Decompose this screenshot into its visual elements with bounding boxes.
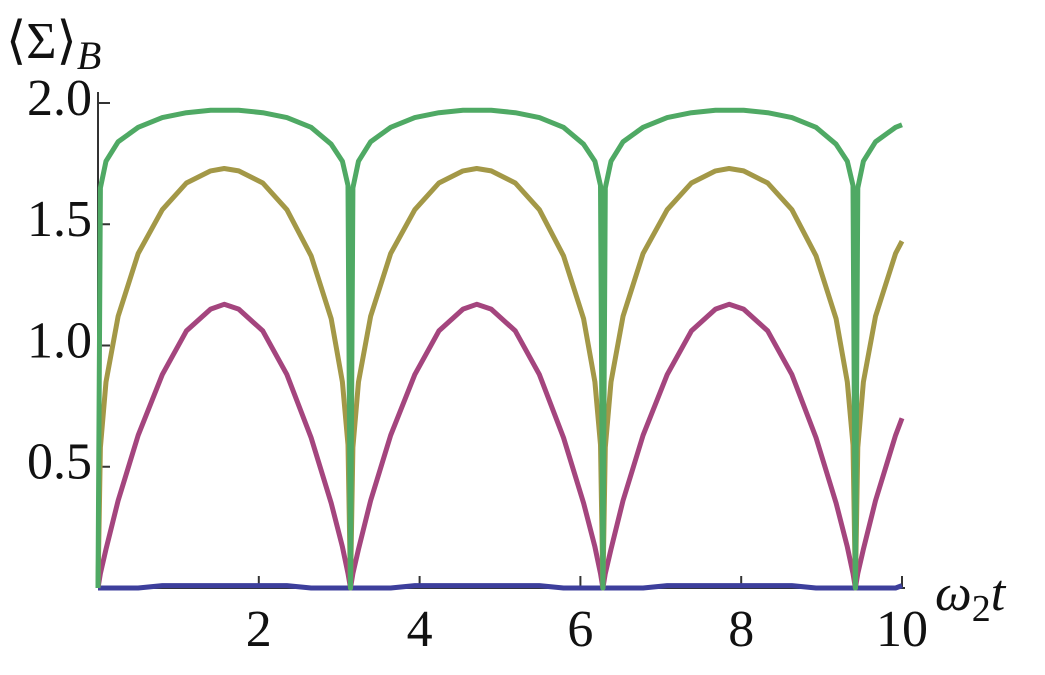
x-tick-label: 4	[407, 601, 433, 658]
x-tick-label: 6	[567, 601, 593, 658]
series-line	[95, 166, 905, 591]
y-axis-label: ⟨Σ⟩B	[6, 13, 101, 78]
y-tick-label: 0.5	[27, 434, 92, 491]
x-axis-label: ω2t	[935, 565, 1007, 630]
y-tick-label: 1.5	[27, 191, 92, 248]
x-tick-label: 8	[728, 601, 754, 658]
x-tick-label: 10	[876, 601, 928, 658]
series-line	[95, 107, 903, 591]
x-tick-label: 2	[246, 601, 272, 658]
series-line	[95, 301, 905, 591]
y-tick-label: 1.0	[27, 312, 92, 369]
y-tick-label: 2.0	[27, 70, 92, 127]
series-line	[97, 583, 903, 591]
